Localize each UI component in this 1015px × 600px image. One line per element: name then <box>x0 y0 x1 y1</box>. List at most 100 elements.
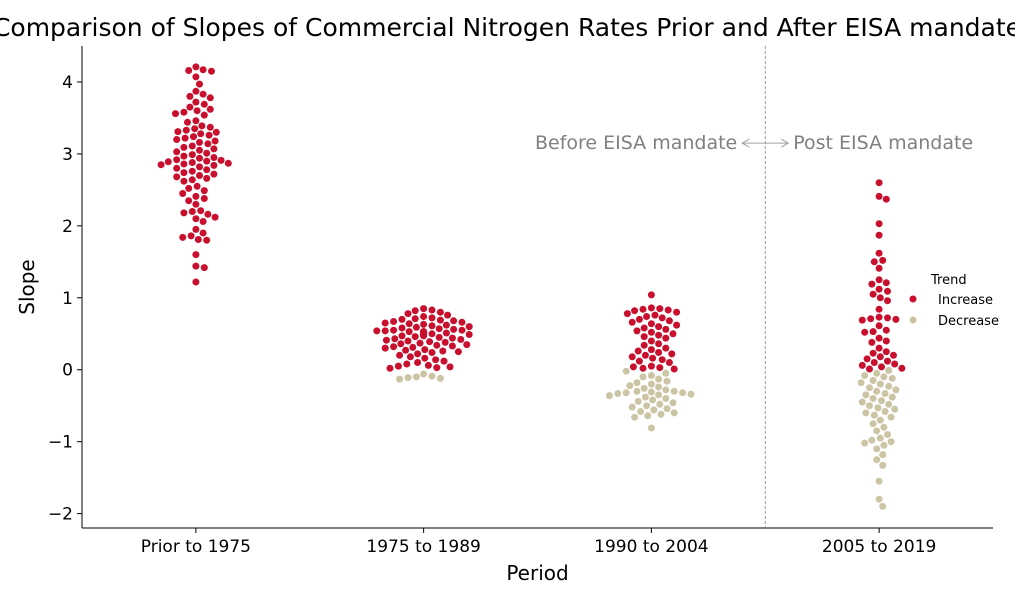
point-increase <box>428 322 436 330</box>
point-increase <box>875 264 883 272</box>
point-increase <box>180 152 188 160</box>
point-increase <box>420 332 428 340</box>
point-increase <box>409 343 417 351</box>
point-increase <box>861 328 869 336</box>
point-increase <box>204 140 212 148</box>
point-increase <box>436 316 444 324</box>
point-increase <box>196 146 203 154</box>
point-decrease <box>885 400 893 408</box>
legend-label-increase: Increase <box>938 293 993 308</box>
legend-marker-decrease <box>909 316 917 324</box>
point-increase <box>373 327 381 335</box>
point-increase <box>868 280 876 288</box>
point-increase <box>639 364 647 372</box>
point-decrease <box>622 367 630 375</box>
point-increase <box>655 323 663 331</box>
point-increase <box>217 156 225 164</box>
point-decrease <box>887 438 895 446</box>
point-increase <box>639 305 647 313</box>
point-decrease <box>866 402 873 410</box>
point-decrease <box>876 380 884 388</box>
y-tick-label: −1 <box>48 433 73 453</box>
point-increase <box>875 313 883 321</box>
point-increase <box>647 328 655 336</box>
point-increase <box>454 348 462 356</box>
point-decrease <box>875 495 883 503</box>
point-increase <box>192 262 200 270</box>
point-increase <box>448 334 456 342</box>
point-increase <box>631 307 639 315</box>
point-increase <box>157 161 165 169</box>
point-increase <box>450 325 458 333</box>
point-decrease <box>861 439 869 447</box>
point-increase <box>875 305 883 313</box>
point-decrease <box>873 369 881 377</box>
point-decrease <box>891 405 899 413</box>
point-increase <box>668 350 676 358</box>
point-decrease <box>428 372 436 380</box>
point-increase <box>200 100 208 108</box>
point-increase <box>875 344 883 352</box>
point-increase <box>458 318 466 326</box>
point-increase <box>446 363 454 371</box>
point-decrease <box>873 456 881 464</box>
point-increase <box>193 107 201 115</box>
point-increase <box>647 362 655 370</box>
point-increase <box>199 66 207 74</box>
point-increase <box>198 122 206 130</box>
point-decrease <box>862 391 870 399</box>
point-increase <box>463 341 471 349</box>
point-increase <box>440 357 448 365</box>
point-increase <box>884 287 891 295</box>
point-increase <box>199 90 207 98</box>
point-decrease <box>870 411 878 419</box>
point-increase <box>892 315 900 323</box>
point-increase <box>203 236 211 244</box>
point-increase <box>884 297 891 305</box>
y-tick-label: 2 <box>62 217 73 237</box>
point-decrease <box>626 382 634 390</box>
point-decrease <box>874 404 882 412</box>
point-increase <box>420 320 428 328</box>
point-decrease <box>404 374 412 382</box>
point-increase <box>192 215 200 223</box>
point-decrease <box>647 372 655 379</box>
point-decrease <box>420 370 428 378</box>
point-increase <box>633 327 641 335</box>
point-increase <box>208 67 215 75</box>
point-increase <box>203 174 211 182</box>
legend-label-decrease: Decrease <box>938 314 999 329</box>
point-increase <box>457 336 465 343</box>
point-increase <box>196 138 203 146</box>
point-increase <box>192 63 200 71</box>
point-increase <box>465 331 473 338</box>
point-increase <box>203 166 211 174</box>
point-increase <box>414 350 422 358</box>
point-decrease <box>887 413 895 421</box>
point-increase <box>192 98 200 106</box>
point-decrease <box>873 387 881 395</box>
arrow-head-left <box>741 138 750 148</box>
point-increase <box>197 207 205 215</box>
point-decrease <box>881 408 889 415</box>
point-increase <box>210 145 218 153</box>
point-increase <box>876 294 884 302</box>
point-increase <box>188 208 196 215</box>
point-increase <box>673 308 681 316</box>
legend: Trend Increase Decrease <box>909 273 999 329</box>
point-increase <box>640 324 648 332</box>
point-increase <box>396 351 404 359</box>
point-increase <box>651 311 659 319</box>
point-decrease <box>643 402 651 410</box>
x-tick-label: 2005 to 2019 <box>822 537 936 557</box>
point-increase <box>634 347 642 355</box>
point-increase <box>200 195 208 202</box>
point-increase <box>196 163 203 171</box>
point-decrease <box>662 369 670 377</box>
point-increase <box>196 80 203 88</box>
x-tick-label: Prior to 1975 <box>141 537 251 557</box>
point-decrease <box>862 409 870 417</box>
point-increase <box>870 258 878 266</box>
point-decrease <box>868 436 876 444</box>
point-increase <box>181 134 189 142</box>
